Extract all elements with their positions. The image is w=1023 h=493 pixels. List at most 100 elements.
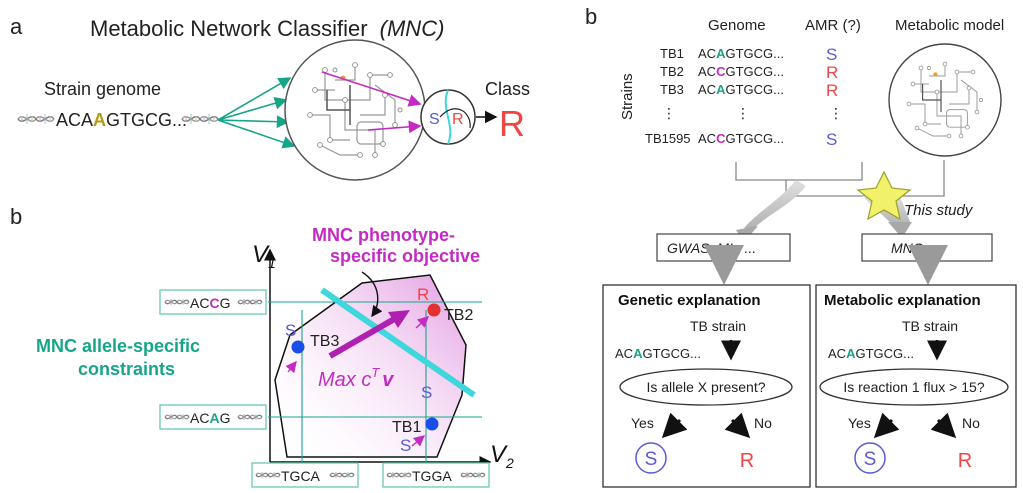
metabolic-strain-label: TB strain <box>902 318 958 334</box>
constraint-box-acag: ACAG <box>159 404 267 430</box>
genetic-out-no: R <box>740 450 754 472</box>
point-tb1: TB1 S <box>392 417 439 455</box>
flow-fan-left <box>744 180 806 230</box>
point-tb2-class: R <box>417 285 429 304</box>
metabolic-yes: Yes <box>848 415 871 431</box>
panel-a-title-abbrev: (MNC) <box>380 16 445 41</box>
seq-before: ACA <box>56 110 93 130</box>
flow-arrow-right <box>888 222 912 238</box>
metabolic-question: Is reaction 1 flux > 15? <box>843 379 984 395</box>
genetic-question-ellipse <box>619 368 793 406</box>
objective-text: Max cT v <box>318 365 395 391</box>
metabolic-out-yes-ring <box>854 442 886 474</box>
dna-icon <box>17 113 55 125</box>
genetic-title: Genetic explanation <box>618 292 761 309</box>
seq-highlight: A <box>93 110 106 130</box>
panel-a: a Metabolic Network Classifier (MNC) Str… <box>10 14 530 181</box>
col-genome: Genome <box>708 17 766 34</box>
svg-text:S: S <box>826 130 837 149</box>
point-tb1-strain: TB1 <box>392 419 421 436</box>
classifier-circle: S R <box>420 89 476 145</box>
svg-text:ACAGTGCG...: ACAGTGCG... <box>698 46 784 61</box>
method-right-label: MNC <box>891 240 924 256</box>
table-row: TB1595 ACCGTGCG... S <box>645 130 837 149</box>
svg-text:ACCGTGCG...: ACCGTGCG... <box>698 64 784 79</box>
this-study-label: This study <box>904 202 974 219</box>
point-tb3-class: S <box>285 321 296 340</box>
allele-label-2: constraints <box>78 359 175 379</box>
table-row: TB3 ACAGTGCG... R <box>660 81 838 100</box>
svg-text:S: S <box>826 45 837 64</box>
teal-input-arrows <box>217 77 296 149</box>
panel-b-right-letter: b <box>585 4 597 29</box>
metabolic-yes-arrow <box>873 412 900 439</box>
point-tb2: R TB2 <box>415 285 473 329</box>
svg-text:TB2: TB2 <box>660 64 684 79</box>
point-tb2-strain: TB2 <box>444 307 473 324</box>
genetic-out-yes: S <box>645 449 658 470</box>
panel-a-letter: a <box>10 14 23 39</box>
svg-text:R: R <box>826 63 838 82</box>
metabolic-explanation-box: Metabolic explanation TB strain ACAGTGCG… <box>815 284 1017 488</box>
metabolic-question-ellipse <box>819 368 1009 406</box>
table-row: TB1 ACAGTGCG... S <box>660 45 837 64</box>
svg-text:TGGA: TGGA <box>412 468 452 484</box>
v1-label: V1 <box>252 241 276 271</box>
svg-text:ACAG: ACAG <box>190 410 230 426</box>
col-model: Metabolic model <box>895 17 1004 34</box>
svg-text:TB1595: TB1595 <box>645 131 691 146</box>
metabolic-out-no: R <box>958 450 972 472</box>
metabolic-out-yes: S <box>864 449 877 470</box>
panel-b-right: b Genome AMR (?) Metabolic model Strains… <box>585 4 1017 488</box>
svg-text:ACCGTGCG...: ACCGTGCG... <box>698 131 784 146</box>
strain-genome-label: Strain genome <box>44 79 161 99</box>
flow-brackets <box>735 160 945 197</box>
method-left-label: GWAS, ML, ... <box>667 240 756 256</box>
svg-text:ACCG: ACCG <box>190 295 230 311</box>
strain-table: TB1 ACAGTGCG... S TB2 ACCGTGCG... R TB3 … <box>645 45 843 149</box>
classifier-r: R <box>452 111 464 128</box>
class-label: Class <box>485 79 530 99</box>
col-amr: AMR (?) <box>805 17 861 34</box>
panel-a-title: Metabolic Network Classifier (MNC) <box>90 16 444 41</box>
svg-text:⋮: ⋮ <box>662 105 676 121</box>
v2-label: V2 <box>490 441 514 471</box>
svg-text:TGCA: TGCA <box>281 468 321 484</box>
point-tb3-strain: TB3 <box>310 333 339 350</box>
panel-a-title-main: Metabolic Network Classifier <box>90 16 368 41</box>
metabolic-no: No <box>962 415 980 431</box>
metabolic-model-circle <box>888 43 1002 157</box>
genetic-no: No <box>754 415 772 431</box>
constraint-box-tgca: TGCA <box>251 462 359 488</box>
genetic-explanation-box: Genetic explanation TB strain ACAGTGCG..… <box>602 284 811 488</box>
genetic-out-yes-ring <box>635 442 667 474</box>
dna-icon <box>181 113 219 125</box>
genetic-question: Is allele X present? <box>646 379 765 395</box>
classifier-s: S <box>429 111 440 128</box>
phenotype-label-1: MNC phenotype- <box>312 225 455 245</box>
strain-sequence: ACAAGTGCG... <box>56 110 187 130</box>
phenotype-pointer <box>361 271 383 318</box>
metabolic-no-arrow <box>930 412 957 439</box>
allele-label-1: MNC allele-specific <box>36 336 200 356</box>
class-value: R <box>499 103 525 144</box>
panel-b-left: b V1 V2 ACCG ACAG <box>10 204 514 488</box>
star-icon <box>856 170 912 221</box>
constraint-lines <box>268 301 482 462</box>
panel-b-left-letter: b <box>10 204 22 229</box>
genetic-yes-arrow <box>661 412 688 439</box>
region-label-s: S <box>421 383 432 402</box>
seq-after: GTGCG... <box>106 110 187 130</box>
phenotype-label-2: specific objective <box>330 246 480 266</box>
objective-line <box>320 287 476 398</box>
network-circle <box>284 39 426 181</box>
objective-arrowhead <box>388 310 410 328</box>
svg-text:⋮: ⋮ <box>829 105 843 121</box>
genetic-strain-label: TB strain <box>690 318 746 334</box>
table-row: TB2 ACCGTGCG... R <box>660 63 838 82</box>
svg-text:⋮: ⋮ <box>736 105 750 121</box>
svg-text:TB3: TB3 <box>660 82 684 97</box>
svg-text:R: R <box>826 81 838 100</box>
magenta-arrows <box>321 71 422 134</box>
svg-text:TB1: TB1 <box>660 46 684 61</box>
